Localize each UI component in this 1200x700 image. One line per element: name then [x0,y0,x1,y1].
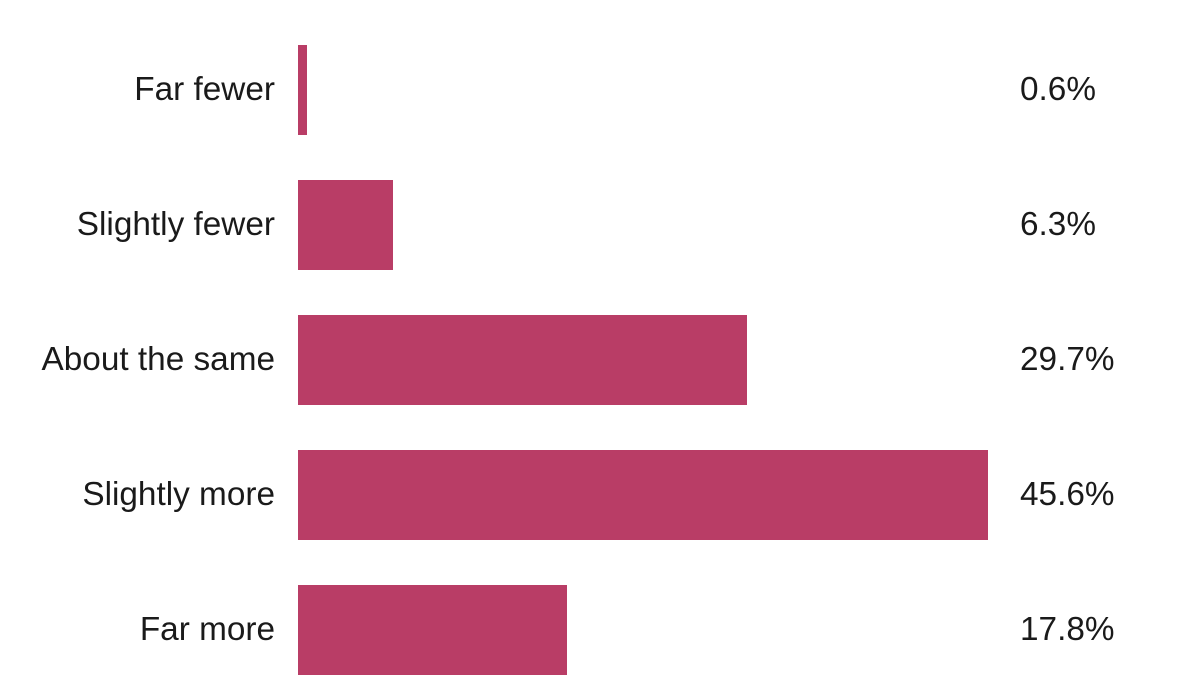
value-label: 29.7% [1020,341,1115,379]
bar-row: Far fewer 0.6% [0,45,1200,135]
category-label: Slightly fewer [0,206,275,244]
value-label: 17.8% [1020,611,1115,649]
value-label: 0.6% [1020,71,1096,109]
value-label: 45.6% [1020,476,1115,514]
bar [298,315,747,405]
category-label: Far fewer [0,71,275,109]
category-label: About the same [0,341,275,379]
value-label: 6.3% [1020,206,1096,244]
bar [298,450,988,540]
bar [298,585,567,675]
category-label: Far more [0,611,275,649]
bar [298,45,307,135]
bar-row: Slightly more 45.6% [0,450,1200,540]
bar-row: Far more 17.8% [0,585,1200,675]
horizontal-bar-chart: Far fewer 0.6% Slightly fewer 6.3% About… [0,0,1200,700]
bar-row: About the same 29.7% [0,315,1200,405]
bar-row: Slightly fewer 6.3% [0,180,1200,270]
bar [298,180,393,270]
category-label: Slightly more [0,476,275,514]
